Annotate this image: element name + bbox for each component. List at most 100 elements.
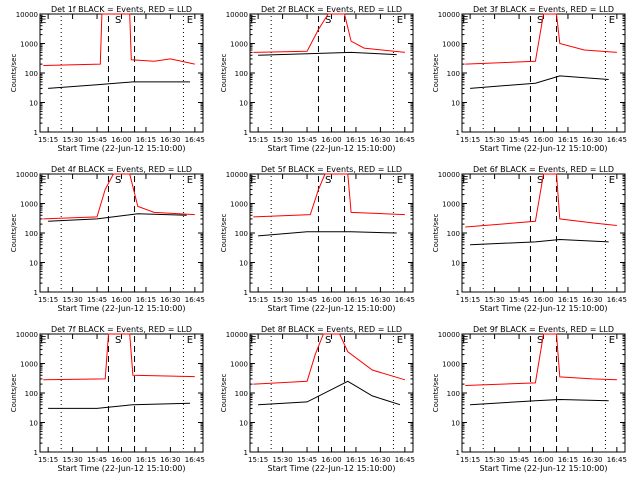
event-marker: E xyxy=(250,15,256,26)
x-tick-label: 16:00 xyxy=(321,296,341,304)
x-tick-label: 15:30 xyxy=(63,136,83,144)
series-lld-line xyxy=(43,173,195,220)
x-tick-label: 16:30 xyxy=(370,296,390,304)
x-tick-label: 15:30 xyxy=(273,296,293,304)
series-events-line xyxy=(48,402,191,409)
chart-title: Det 3f BLACK = Events, RED = LLD xyxy=(473,5,614,14)
x-tick-label: 16:15 xyxy=(136,136,156,144)
plot-frame xyxy=(461,13,626,133)
plot-frame xyxy=(39,13,204,133)
event-marker: E xyxy=(609,335,615,346)
event-marker: E xyxy=(609,175,615,186)
x-tick-label: 16:00 xyxy=(321,136,341,144)
x-tick-label: 16:00 xyxy=(533,456,553,464)
y-tick-label: 1000 xyxy=(20,361,38,369)
y-tick-label: 10 xyxy=(451,100,460,108)
x-tick-label: 16:45 xyxy=(185,296,205,304)
x-axis-label: Start Time (22-Jun-12 15:10:00) xyxy=(58,144,186,153)
y-tick-label: 100 xyxy=(235,390,248,398)
event-marker: E xyxy=(397,175,403,186)
x-tick-label: 15:30 xyxy=(273,456,293,464)
x-tick-label: 15:45 xyxy=(509,296,529,304)
x-tick-label: 15:45 xyxy=(87,456,107,464)
x-tick-label: 16:45 xyxy=(607,456,627,464)
x-tick-label: 16:45 xyxy=(185,456,205,464)
x-tick-label: 16:15 xyxy=(346,296,366,304)
series-lld-line xyxy=(465,333,617,386)
event-marker: E xyxy=(40,335,46,346)
x-tick-label: 16:00 xyxy=(111,456,131,464)
x-axis-label: Start Time (22-Jun-12 15:10:00) xyxy=(58,304,186,313)
x-axis-label: Start Time (22-Jun-12 15:10:00) xyxy=(268,464,396,473)
y-tick-label: 10000 xyxy=(226,171,248,179)
x-tick-label: 16:15 xyxy=(558,136,578,144)
event-marker: S xyxy=(325,335,331,346)
chart-title: Det 1f BLACK = Events, RED = LLD xyxy=(51,5,192,14)
chart-panel-6: Det 6f BLACK = Events, RED = LLD 1 10 100 10… xyxy=(432,165,627,313)
x-tick-label: 15:45 xyxy=(297,296,317,304)
x-tick-label: 15:15 xyxy=(248,456,268,464)
x-tick-label: 15:15 xyxy=(248,296,268,304)
y-tick-label: 10 xyxy=(29,420,38,428)
chart-panel-7: Det 7f BLACK = Events, RED = LLD 1 10 100 10… xyxy=(10,325,205,473)
x-tick-label: 15:45 xyxy=(297,136,317,144)
y-tick-label: 1 xyxy=(456,449,460,457)
y-tick-label: 10000 xyxy=(16,11,38,19)
y-axis-label: Counts/sec xyxy=(432,214,440,253)
x-tick-label: 15:45 xyxy=(87,296,107,304)
series-lld-line xyxy=(465,13,617,65)
series-events-line xyxy=(258,51,397,56)
x-tick-label: 16:30 xyxy=(582,456,602,464)
y-tick-label: 10 xyxy=(29,260,38,268)
event-marker: E xyxy=(462,175,468,186)
x-tick-label: 16:00 xyxy=(111,296,131,304)
x-tick-label: 16:30 xyxy=(370,136,390,144)
y-tick-label: 10000 xyxy=(16,331,38,339)
y-tick-label: 1000 xyxy=(442,201,460,209)
series-events-line xyxy=(258,231,397,237)
x-tick-label: 15:45 xyxy=(297,456,317,464)
y-tick-label: 10000 xyxy=(226,11,248,19)
y-axis-label: Counts/sec xyxy=(10,374,18,413)
chart-title: Det 4f BLACK = Events, RED = LLD xyxy=(51,165,192,174)
x-tick-label: 15:15 xyxy=(38,456,58,464)
plot-frame xyxy=(461,333,626,453)
chart-title: Det 5f BLACK = Events, RED = LLD xyxy=(261,165,402,174)
x-tick-label: 16:15 xyxy=(346,136,366,144)
y-tick-label: 1000 xyxy=(230,361,248,369)
event-marker: E xyxy=(462,15,468,26)
y-tick-label: 100 xyxy=(447,230,460,238)
y-tick-label: 100 xyxy=(447,70,460,78)
y-axis-label: Counts/sec xyxy=(10,54,18,93)
series-events-line xyxy=(258,380,401,406)
y-tick-label: 10000 xyxy=(226,331,248,339)
event-marker: S xyxy=(537,15,543,26)
x-tick-label: 15:15 xyxy=(38,296,58,304)
y-tick-label: 10000 xyxy=(438,11,460,19)
x-axis-label: Start Time (22-Jun-12 15:10:00) xyxy=(480,144,608,153)
y-tick-label: 1000 xyxy=(442,361,460,369)
series-lld-line xyxy=(253,333,406,385)
x-tick-label: 16:30 xyxy=(582,136,602,144)
y-tick-label: 10 xyxy=(451,420,460,428)
y-tick-label: 1000 xyxy=(230,201,248,209)
y-tick-label: 1 xyxy=(456,129,460,137)
y-tick-label: 10000 xyxy=(438,171,460,179)
x-tick-label: 16:15 xyxy=(558,296,578,304)
y-axis-label: Counts/sec xyxy=(220,214,228,253)
y-tick-label: 1000 xyxy=(230,41,248,49)
event-marker: S xyxy=(325,15,331,26)
y-tick-label: 10 xyxy=(29,100,38,108)
x-tick-label: 15:15 xyxy=(460,136,480,144)
y-axis-label: Counts/sec xyxy=(432,54,440,93)
y-tick-label: 100 xyxy=(25,70,38,78)
series-events-line xyxy=(470,398,609,406)
y-tick-label: 10 xyxy=(239,420,248,428)
y-axis-label: Counts/sec xyxy=(432,374,440,413)
event-marker: E xyxy=(250,335,256,346)
x-tick-label: 15:15 xyxy=(460,296,480,304)
y-tick-label: 100 xyxy=(25,230,38,238)
event-marker: S xyxy=(537,335,543,346)
y-tick-label: 100 xyxy=(235,230,248,238)
chart-title: Det 8f BLACK = Events, RED = LLD xyxy=(261,325,402,334)
